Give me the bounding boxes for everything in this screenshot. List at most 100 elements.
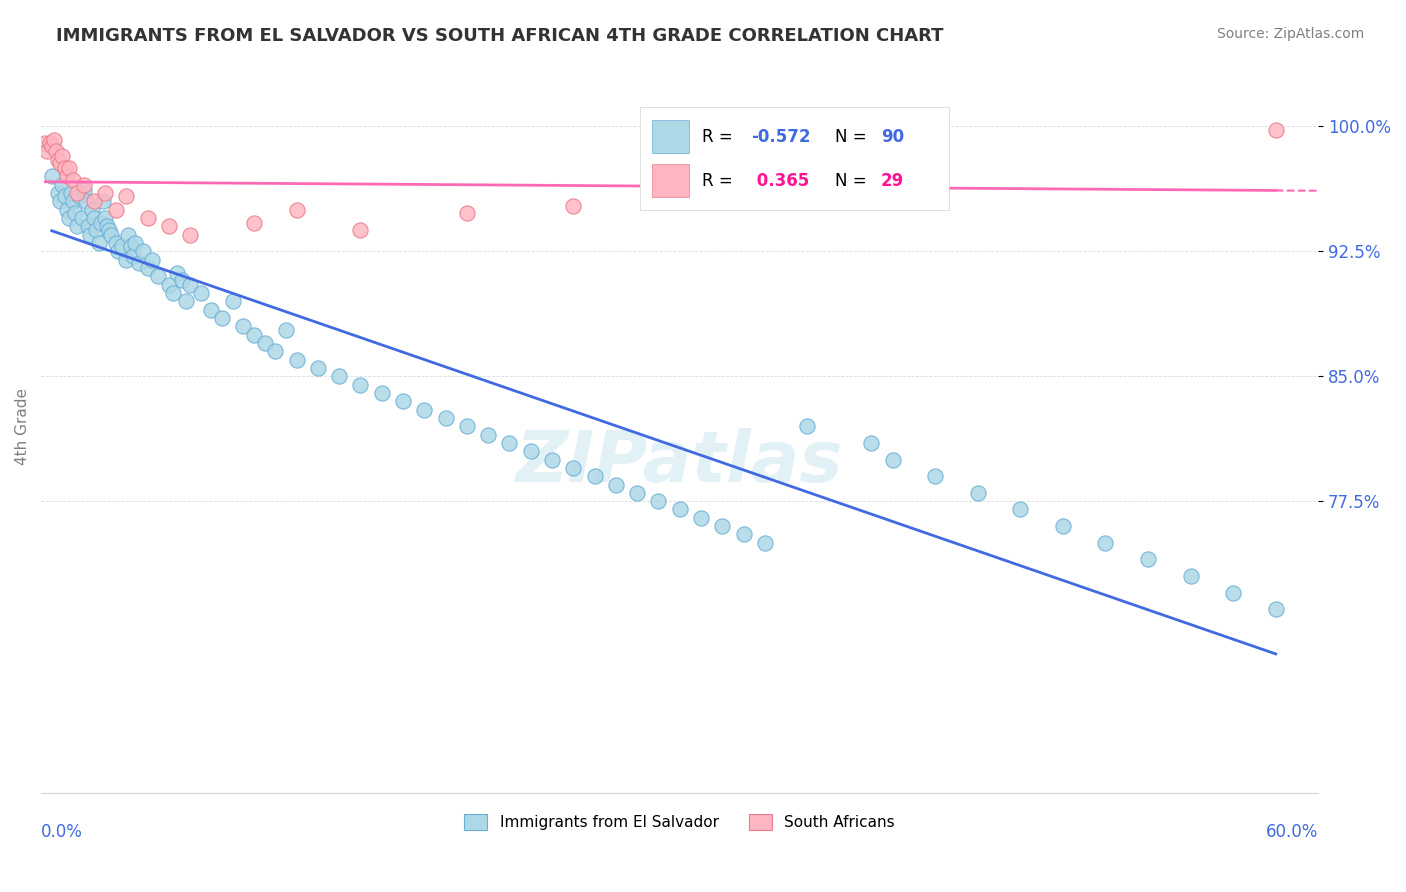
Point [166, 266, 188, 280]
Point [434, 410, 457, 425]
Point [41, 169, 63, 184]
Point [1136, 552, 1159, 566]
Point [711, 519, 734, 533]
Point [62, 194, 84, 209]
Point [157, 277, 180, 292]
Point [41, 139, 63, 153]
Text: 0.0%: 0.0% [41, 823, 83, 841]
Point [132, 244, 155, 259]
Point [456, 206, 478, 220]
Point [98, 222, 121, 236]
Point [541, 452, 564, 467]
Point [221, 294, 243, 309]
Point [477, 427, 499, 442]
Point [200, 302, 222, 317]
Point [1010, 502, 1032, 516]
Point [519, 444, 541, 458]
Point [264, 344, 287, 359]
Point [104, 202, 127, 217]
Point [70, 211, 93, 225]
Text: -0.572: -0.572 [751, 128, 811, 145]
Point [53, 161, 76, 175]
Point [82, 202, 104, 217]
Point [796, 419, 818, 434]
Point [62, 172, 84, 186]
Point [190, 285, 212, 300]
Bar [652, 164, 689, 197]
Point [349, 377, 371, 392]
Point [49, 194, 72, 209]
Point [924, 469, 946, 483]
Point [307, 360, 329, 375]
Point [90, 216, 112, 230]
Point [562, 460, 585, 475]
Point [34, 136, 56, 150]
Point [121, 249, 143, 263]
Point [45, 145, 67, 159]
Point [1222, 586, 1244, 600]
Point [626, 486, 648, 500]
Point [211, 310, 233, 325]
Text: 0.365: 0.365 [751, 172, 810, 190]
Point [46, 186, 69, 200]
Point [1264, 602, 1286, 616]
Point [136, 211, 159, 225]
Point [647, 494, 669, 508]
Point [42, 132, 65, 146]
Point [253, 335, 276, 350]
Point [100, 227, 122, 242]
Point [668, 502, 690, 516]
Point [605, 477, 627, 491]
Point [120, 239, 142, 253]
Point [66, 186, 89, 200]
Point [148, 269, 170, 284]
Text: Source: ZipAtlas.com: Source: ZipAtlas.com [1216, 27, 1364, 41]
Point [66, 219, 89, 234]
Text: N =: N = [835, 128, 872, 145]
Text: ZIPatlas: ZIPatlas [516, 428, 844, 498]
Point [392, 394, 415, 409]
Point [73, 183, 96, 197]
Point [141, 252, 163, 267]
Point [115, 189, 138, 203]
Point [733, 527, 755, 541]
Point [370, 385, 392, 400]
Point [77, 219, 100, 234]
Point [128, 256, 150, 270]
Point [115, 252, 138, 267]
Point [58, 161, 80, 175]
Point [690, 511, 713, 525]
Legend: Immigrants from El Salvador, South Africans: Immigrants from El Salvador, South Afric… [458, 808, 901, 837]
Point [86, 222, 108, 236]
Point [59, 186, 82, 200]
Point [63, 206, 86, 220]
Point [162, 285, 184, 300]
Point [46, 153, 69, 167]
Point [55, 202, 77, 217]
Text: 90: 90 [882, 128, 904, 145]
Point [87, 235, 110, 250]
Point [583, 469, 606, 483]
Point [775, 186, 797, 200]
Point [73, 178, 96, 192]
Point [966, 486, 988, 500]
Point [67, 189, 90, 203]
Point [83, 211, 105, 225]
Point [79, 227, 101, 242]
Text: 60.0%: 60.0% [1265, 823, 1319, 841]
Point [94, 186, 117, 200]
Point [274, 322, 297, 336]
Point [1180, 569, 1202, 583]
Point [285, 352, 308, 367]
Point [107, 244, 129, 259]
Point [91, 194, 114, 209]
Point [104, 235, 127, 250]
Point [136, 260, 159, 275]
Point [58, 211, 80, 225]
Point [51, 149, 73, 163]
Point [96, 219, 118, 234]
Point [179, 277, 201, 292]
Point [37, 145, 59, 159]
Point [83, 194, 105, 209]
Point [328, 369, 350, 384]
